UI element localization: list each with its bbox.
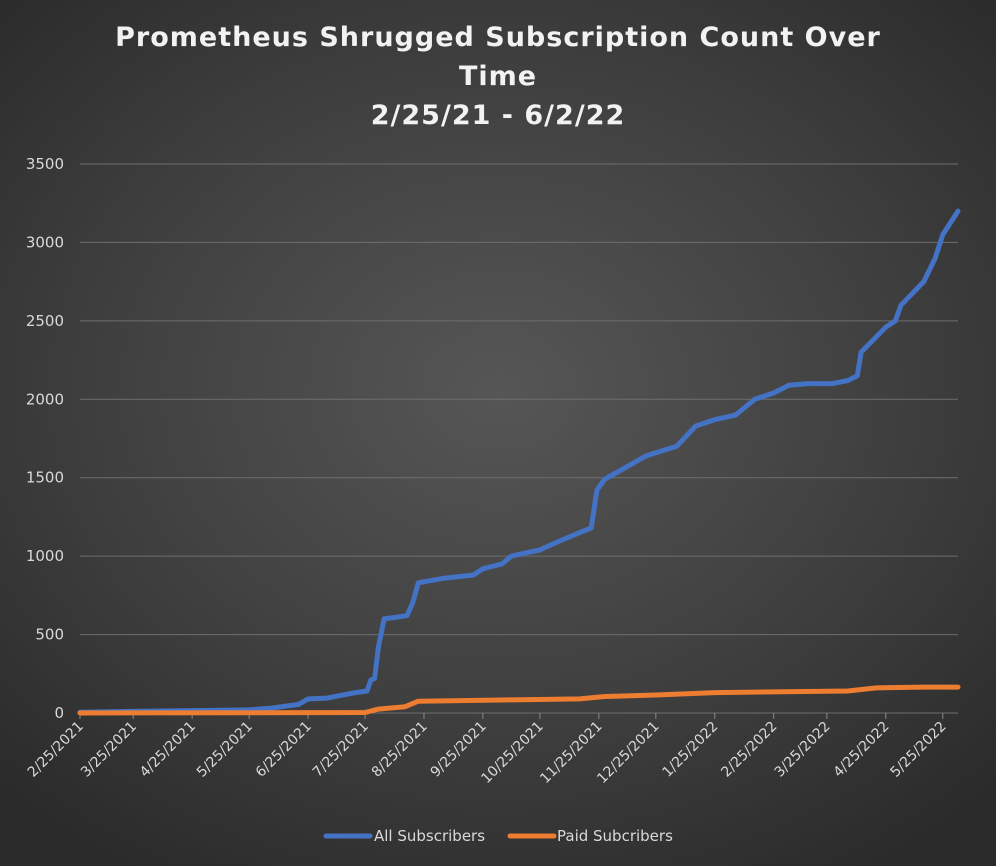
x-tick-label: 7/25/2021	[310, 719, 372, 781]
x-tick-label: 8/25/2021	[369, 719, 431, 781]
y-tick-label: 1500	[26, 469, 64, 487]
y-axis: 0 500 1000 1500 2000 2500 3000 3500	[26, 155, 64, 722]
x-tick-label: 5/25/2022	[888, 719, 950, 781]
series-lines	[77, 208, 961, 716]
series-line-paid-subscribers	[77, 684, 961, 716]
x-tick-label: 4/25/2022	[831, 719, 893, 781]
x-tick-label: 2/25/2021	[25, 719, 87, 781]
chart-title-line-3: 2/25/21 - 6/2/22	[370, 100, 626, 131]
x-tick-label: 1/25/2022	[659, 719, 721, 781]
series-line-all-subscribers	[77, 208, 961, 715]
y-tick-label: 500	[35, 626, 64, 644]
y-tick-label: 2500	[26, 312, 64, 330]
y-tick-label: 1000	[26, 547, 64, 565]
y-tick-label: 3500	[26, 155, 64, 173]
x-tick-label: 2/25/2022	[718, 719, 780, 781]
legend-label: All Subscribers	[374, 827, 485, 845]
x-axis: 2/25/20213/25/20214/25/20215/25/20216/25…	[25, 713, 950, 787]
gridlines	[80, 163, 958, 714]
x-tick-label: 3/25/2021	[78, 719, 140, 781]
chart-title: Prometheus Shrugged Subscription Count O…	[0, 18, 996, 135]
x-tick-label: 5/25/2021	[194, 719, 256, 781]
chart-title-line-2: Time	[458, 61, 538, 92]
legend: All Subscribers Paid Subcribers	[323, 827, 673, 845]
y-tick-label: 0	[54, 704, 64, 722]
chart-title-line-1: Prometheus Shrugged Subscription Count O…	[115, 22, 881, 53]
x-tick-label: 6/25/2021	[253, 719, 315, 781]
legend-label: Paid Subcribers	[557, 827, 673, 845]
x-tick-label: 4/25/2021	[137, 719, 199, 781]
y-tick-label: 3000	[26, 233, 64, 251]
x-tick-label: 9/25/2021	[428, 719, 490, 781]
y-tick-label: 2000	[26, 390, 64, 408]
x-tick-label: 3/25/2022	[772, 719, 834, 781]
